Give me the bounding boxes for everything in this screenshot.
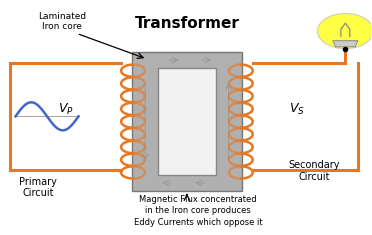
Circle shape (318, 14, 372, 49)
Bar (158, 68, 216, 175)
Circle shape (316, 13, 372, 49)
Text: Primary
Circuit: Primary Circuit (19, 177, 57, 198)
Text: Magnetic Flux concentrated
in the Iron core produces
Eddy Currents which oppose : Magnetic Flux concentrated in the Iron c… (134, 195, 262, 227)
Text: Secondary
Circuit: Secondary Circuit (288, 161, 340, 182)
Polygon shape (333, 41, 358, 47)
Text: Transformer: Transformer (135, 16, 239, 31)
Bar (132, 52, 241, 191)
Text: $V_P$: $V_P$ (58, 102, 73, 117)
Text: Laminated
Iron core: Laminated Iron core (38, 12, 86, 31)
Text: $V_S$: $V_S$ (289, 102, 305, 117)
